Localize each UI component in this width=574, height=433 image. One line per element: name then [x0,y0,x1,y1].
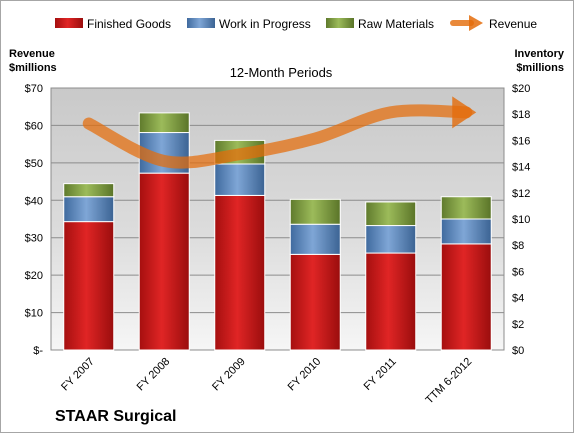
left-tick-label: $20 [25,270,43,282]
bar-raw-materials [365,201,417,227]
x-tick-label: FY 2007 [59,356,97,394]
x-tick-label: FY 2009 [210,356,248,394]
bar-finished-goods [63,221,115,351]
legend: Finished Goods Work in Progress Raw Mate… [55,15,537,31]
x-tick-label: TTM 6-2012 [424,356,475,407]
right-tick-label: $0 [512,345,524,357]
left-axis-title-line1: Revenue [9,48,55,60]
right-tick-label: $18 [512,109,530,121]
bar-work-in-progress [440,218,492,245]
bar-raw-materials [440,196,492,220]
left-tick-label: $40 [25,195,43,207]
bar-work-in-progress [289,223,341,255]
legend-swatch-raw-materials [326,18,354,28]
left-tick-label: $- [33,345,43,357]
legend-label-work-in-progress: Work in Progress [219,17,311,31]
bar-raw-materials [138,112,190,134]
legend-label-finished-goods: Finished Goods [87,17,171,31]
left-axis-ticks: $- $10 $20 $30 $40 $50 $60 $70 [25,83,44,357]
x-tick-label: FY 2011 [362,356,399,393]
bar-work-in-progress [63,196,115,223]
legend-label-raw-materials: Raw Materials [358,17,434,31]
bars [63,112,492,351]
left-tick-label: $10 [25,308,43,320]
bar-finished-goods [214,194,266,351]
right-axis-title-line2: $millions [516,62,564,74]
left-tick-label: $70 [25,83,43,95]
right-tick-label: $20 [512,83,530,95]
left-tick-label: $30 [25,233,43,245]
revenue-line [82,104,473,169]
bar-finished-goods [289,253,341,351]
left-tick-label: $60 [25,120,43,132]
legend-label-revenue: Revenue [489,17,537,31]
bar-raw-materials [289,198,341,225]
right-tick-label: $6 [512,266,524,278]
left-axis-title-line2: $millions [9,62,57,74]
right-axis-title-line1: Inventory [514,48,564,60]
revenue-arrowhead [452,96,477,129]
legend-swatch-work-in-progress [187,18,215,28]
left-tick-label: $50 [25,158,43,170]
bar-finished-goods [440,243,492,351]
x-tick-label: FY 2010 [286,356,324,394]
company-name: STAAR Surgical [55,408,177,425]
right-axis-ticks: $0 $2 $4 $6 $8 $10 $12 $14 $16 $18 $20 [512,83,530,357]
legend-swatch-revenue [450,15,483,31]
gridlines [51,87,504,314]
right-tick-label: $14 [512,162,530,174]
right-tick-label: $4 [512,293,524,305]
bar-raw-materials [63,183,115,198]
legend-swatch-finished-goods [55,18,83,28]
chart-subtitle: 12-Month Periods [230,65,333,80]
bar-work-in-progress [214,163,266,196]
right-tick-label: $2 [512,319,524,331]
revenue-line-layer [82,96,477,169]
plot-area [50,87,505,351]
bar-work-in-progress [365,225,417,254]
bar-finished-goods [138,172,190,351]
bar-finished-goods [365,252,417,351]
right-tick-label: $16 [512,135,530,147]
right-tick-label: $8 [512,240,524,252]
x-tick-label: FY 2008 [135,356,173,394]
x-axis-ticks: FY 2007 FY 2008 FY 2009 FY 2010 FY 2011 TTM 6… [59,356,474,407]
right-tick-label: $10 [512,214,530,226]
right-tick-label: $12 [512,188,530,200]
